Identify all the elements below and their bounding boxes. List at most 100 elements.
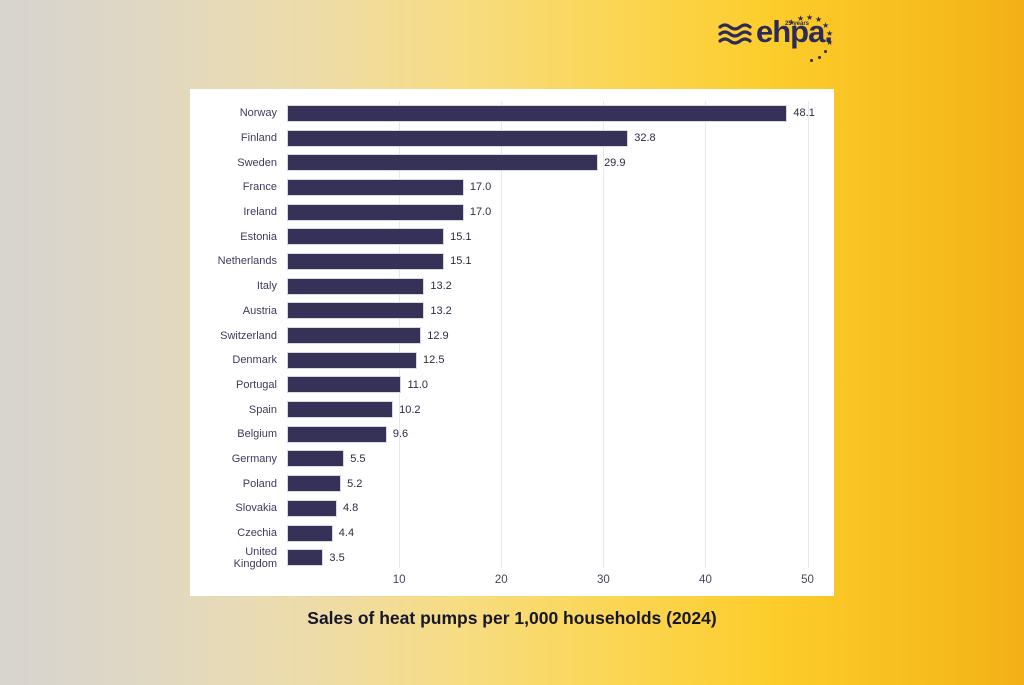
chart-row: Sweden 29.9 [200, 150, 828, 175]
bar [287, 450, 345, 468]
value-label: 3.5 [329, 551, 345, 564]
category-label: Finland [240, 132, 277, 145]
value-label: 12.5 [423, 354, 445, 367]
bar [287, 104, 788, 122]
bar [287, 524, 333, 542]
value-label: 17.0 [469, 206, 492, 219]
gridline [603, 101, 605, 568]
bar [287, 302, 425, 320]
chart-row: Portugal 11.0 [200, 373, 828, 398]
chart-row: Spain 10.2 [200, 397, 828, 422]
eu-star-icon: ★ [815, 15, 823, 24]
eu-star-icon: ★ [788, 18, 796, 27]
category-label: Estonia [240, 230, 277, 243]
ehpa-logo: ehpa. 25 years ★ ★ ★ ★ ★ ★ ★ [718, 12, 840, 64]
eu-star-icon: ★ [826, 29, 834, 38]
category-label: Spain [248, 403, 277, 416]
value-label: 29.9 [604, 156, 626, 169]
category-label: Italy [256, 280, 277, 293]
category-label: Netherlands [217, 255, 277, 268]
chart-row: United Kingdom 3.5 [200, 545, 828, 570]
category-label: United Kingdom [233, 545, 277, 570]
logo-tagline: 25 years [785, 21, 810, 27]
value-label: 4.4 [338, 527, 355, 540]
bar [287, 499, 337, 517]
bar [287, 178, 464, 196]
chart-row: Estonia 15.1 [200, 224, 828, 249]
value-label: 15.1 [450, 255, 472, 268]
value-label: 48.1 [793, 107, 815, 120]
value-label: 13.2 [430, 304, 452, 317]
value-label: 12.9 [427, 329, 449, 342]
bar-track: 4.4 [287, 524, 828, 542]
bar [287, 425, 387, 443]
value-label: 9.6 [392, 428, 409, 441]
bar-track: 12.5 [287, 351, 828, 369]
value-label: 4.8 [342, 502, 359, 515]
category-label: Ireland [243, 206, 277, 219]
chart-row: Norway 48.1 [200, 101, 828, 126]
bar-track: 5.2 [287, 475, 828, 493]
chart-row: Finland 32.8 [200, 126, 828, 151]
bar-track: 9.6 [287, 425, 828, 443]
bar [287, 129, 629, 147]
eu-star-icon: ★ [806, 13, 814, 22]
bar-track: 12.9 [287, 327, 828, 345]
bar [287, 351, 418, 369]
chart-row: Ireland 17.0 [200, 200, 828, 225]
bar-track: 29.9 [287, 154, 828, 172]
bar [287, 203, 464, 221]
category-label: Germany [231, 452, 277, 465]
bar-track: 17.0 [287, 203, 828, 221]
bar-track: 48.1 [287, 104, 828, 122]
x-axis-ticks: 10 20 30 40 50 [297, 570, 828, 590]
bar-track: 17.0 [287, 178, 828, 196]
chart-row: Czechia 4.4 [200, 521, 828, 546]
logo-brand-text: ehpa. [756, 14, 833, 49]
chart-row: Denmark 12.5 [200, 348, 828, 373]
value-label: 11.0 [407, 378, 429, 391]
category-label: Poland [242, 477, 277, 490]
chart-caption: Sales of heat pumps per 1,000 households… [307, 608, 717, 628]
chart-row: Austria 13.2 [200, 299, 828, 324]
gridline [501, 101, 503, 568]
eu-star-icon: ★ [797, 14, 805, 23]
x-tick-label: 10 [392, 574, 406, 587]
value-label: 5.2 [347, 477, 363, 490]
chart-row: Belgium 9.6 [200, 422, 828, 447]
bar [287, 475, 342, 493]
category-label: Slovakia [235, 502, 277, 515]
bar-track: 32.8 [287, 129, 828, 147]
chart-card: Norway 48.1 Finland 32.8 Sweden 29.9 France 17.… [190, 89, 834, 596]
category-label: France [242, 181, 277, 194]
value-label: 32.8 [634, 132, 656, 145]
eu-star-dot-icon [818, 56, 821, 59]
category-label: Austria [242, 304, 277, 317]
bar-track: 13.2 [287, 277, 828, 295]
bar-track: 10.2 [287, 401, 828, 419]
category-label: Denmark [232, 354, 277, 367]
eu-star-icon: ★ [826, 38, 834, 47]
value-label: 13.2 [430, 280, 452, 293]
chart-row: France 17.0 [200, 175, 828, 200]
gridline [705, 101, 707, 568]
bar [287, 327, 422, 345]
chart-row: Italy 13.2 [200, 274, 828, 299]
chart-row: Slovakia 4.8 [200, 496, 828, 521]
bar-track: 3.5 [287, 549, 828, 567]
value-label: 17.0 [469, 181, 492, 194]
bar-track: 15.1 [287, 252, 828, 270]
chart-row: Germany 5.5 [200, 447, 828, 472]
value-label: 15.1 [450, 230, 472, 243]
eu-star-dot-icon [810, 59, 813, 62]
gridline [807, 101, 809, 568]
category-label: Norway [239, 107, 277, 120]
chart-row: Switzerland 12.9 [200, 323, 828, 348]
waves-icon [718, 21, 754, 47]
category-label: Belgium [237, 428, 277, 441]
bar [287, 401, 394, 419]
category-label: Sweden [237, 156, 277, 169]
value-label: 5.5 [350, 452, 366, 465]
chart-row: Netherlands 15.1 [200, 249, 828, 274]
bar-track: 15.1 [287, 228, 828, 246]
